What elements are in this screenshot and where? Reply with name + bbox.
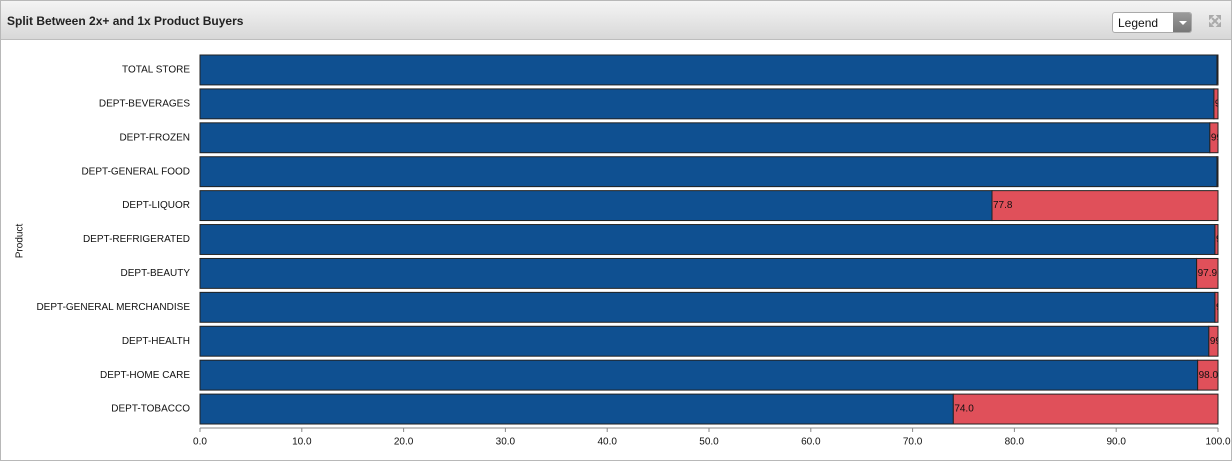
- bar-segment: [1214, 224, 1219, 255]
- y-tick-label: DEPT-FROZEN: [119, 132, 190, 143]
- bar-segment: [1197, 359, 1219, 391]
- y-tick-label: DEPT-HOME CARE: [100, 370, 190, 381]
- chart: Product 0.0 10.0 20.0 30.0 40.0 50.0 60.0 70.0 80…: [15, 54, 1232, 448]
- y-tick-label: DEPT-REFRIGERATED: [83, 234, 190, 245]
- data-label: 77.8: [993, 200, 1013, 211]
- bar-segment: [199, 122, 1211, 154]
- data-label: 99.2: [1211, 132, 1231, 143]
- y-tick-label: DEPT-GENERAL MERCHANDISE: [36, 302, 190, 313]
- bar-segment: [199, 224, 1216, 255]
- legend-dropdown[interactable]: Legend: [1112, 12, 1192, 33]
- y-tick-label: DEPT-TOBACCO: [111, 404, 190, 415]
- maximize-icon[interactable]: [1209, 15, 1221, 27]
- bar-segment: [199, 291, 1216, 323]
- bar-segment: [991, 190, 1219, 222]
- bar-segment: [1196, 257, 1219, 289]
- data-label: 97.9: [1198, 268, 1218, 279]
- bar-segment: [199, 325, 1210, 357]
- x-tick-label: 90.0: [1106, 437, 1126, 448]
- data-label: 74.0: [954, 404, 974, 415]
- bar-segment: [199, 393, 954, 425]
- legend-dropdown-label: Legend: [1118, 16, 1159, 30]
- bar-segment: [199, 190, 993, 222]
- data-label: 99.1: [1210, 336, 1230, 347]
- bar-segment: [1216, 54, 1219, 86]
- x-tick-label: 40.0: [597, 437, 617, 448]
- data-label: 99.9: [1218, 65, 1232, 76]
- x-tick-label: 30.0: [496, 437, 516, 448]
- panel-header: Split Between 2x+ and 1x Product Buyers …: [1, 1, 1231, 40]
- bar-segment: [1216, 156, 1219, 188]
- bar-segment: [199, 359, 1199, 391]
- bar-segment: [1209, 122, 1219, 154]
- chart-title: Split Between 2x+ and 1x Product Buyers: [7, 14, 244, 28]
- y-axis-label: Product: [15, 224, 26, 259]
- data-label: 98.0: [1199, 370, 1219, 381]
- y-tick-label: DEPT-GENERAL FOOD: [81, 166, 190, 177]
- data-label: 99.7: [1216, 234, 1232, 245]
- y-tick-label: TOTAL STORE: [122, 65, 190, 76]
- y-tick-label: DEPT-BEVERAGES: [99, 99, 190, 110]
- bar-segment: [199, 156, 1218, 188]
- x-tick-label: 10.0: [292, 437, 312, 448]
- bar-segment: [1214, 291, 1219, 323]
- dropdown-arrow: [1173, 13, 1191, 32]
- bar-segment: [199, 54, 1218, 86]
- bar-segment: [199, 257, 1198, 289]
- y-tick-label: DEPT-BEAUTY: [121, 268, 191, 279]
- x-tick-label: 100.0: [1205, 437, 1230, 448]
- x-tick-label: 60.0: [801, 437, 821, 448]
- bar-segment: [1213, 88, 1219, 120]
- bar-segment: [199, 88, 1215, 120]
- x-tick-label: 50.0: [699, 437, 719, 448]
- data-label: 99.9: [1218, 166, 1232, 177]
- y-tick-label: DEPT-LIQUOR: [122, 200, 190, 211]
- x-tick-label: 20.0: [394, 437, 414, 448]
- y-tick-label: DEPT-HEALTH: [122, 336, 190, 347]
- data-label: 99.6: [1215, 99, 1232, 110]
- x-tick-label: 80.0: [1005, 437, 1025, 448]
- x-tick-label: 0.0: [193, 437, 207, 448]
- bar-segment: [1208, 325, 1219, 357]
- bar-segment: [952, 393, 1219, 425]
- x-tick-label: 70.0: [903, 437, 923, 448]
- data-label: 99.7: [1216, 302, 1232, 313]
